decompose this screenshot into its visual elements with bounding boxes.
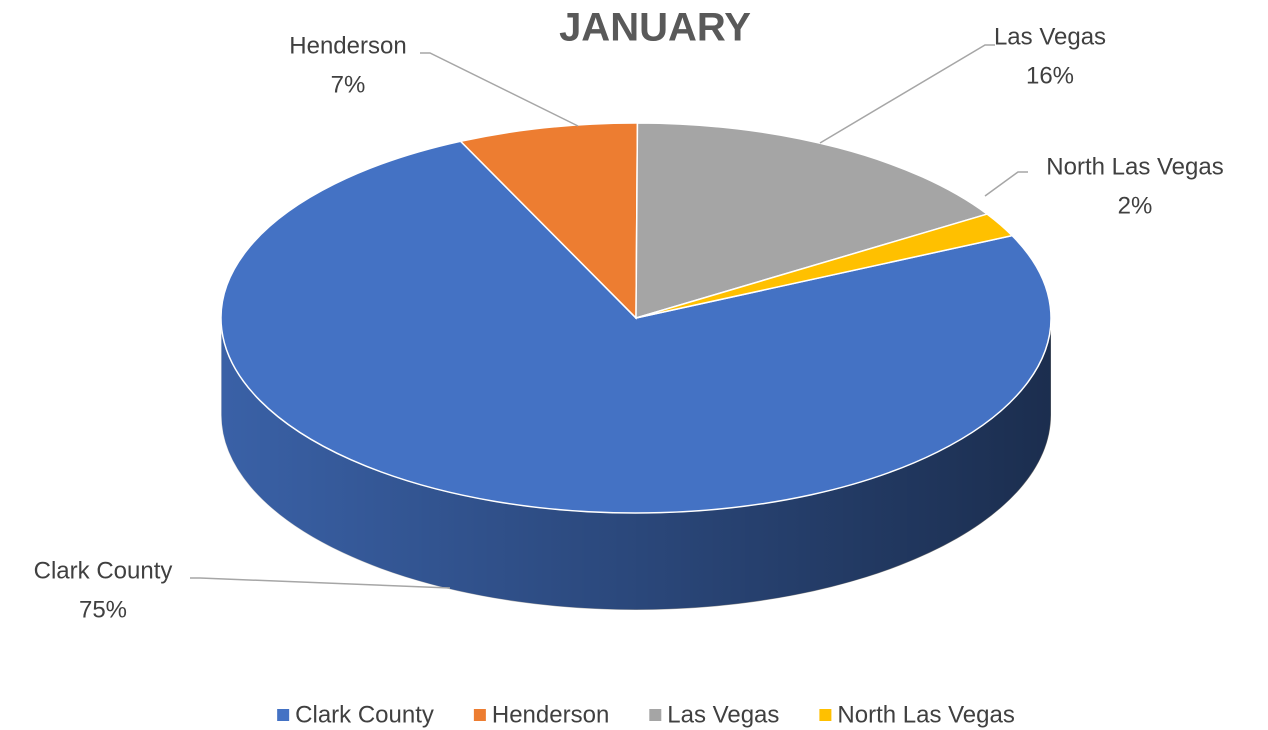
- data-label-value: 7%: [331, 71, 366, 98]
- data-label-name: North Las Vegas: [1046, 153, 1223, 180]
- data-label-value: 16%: [1026, 62, 1074, 89]
- leader-line: [420, 52, 579, 127]
- legend-label: Las Vegas: [667, 701, 779, 728]
- slice: [220, 140, 1052, 514]
- legend-label: Clark County: [295, 701, 434, 728]
- leader-line: [984, 171, 1028, 197]
- slice: [635, 213, 1014, 319]
- data-label-name: Henderson: [289, 32, 406, 59]
- slice-side-shade: [221, 318, 1051, 610]
- slice: [459, 122, 639, 320]
- legend-swatch: [277, 709, 290, 721]
- slice: [635, 122, 989, 320]
- legend-label: Henderson: [492, 701, 609, 728]
- chart-title: JANUARY: [559, 6, 751, 50]
- data-label-name: Clark County: [34, 557, 173, 584]
- legend-label: North Las Vegas: [837, 701, 1014, 728]
- data-label-name: Las Vegas: [994, 23, 1106, 50]
- legend-swatch: [649, 709, 662, 721]
- legend-swatch: [819, 709, 832, 721]
- leader-line: [190, 577, 451, 589]
- leader-line: [819, 44, 995, 144]
- legend-swatch: [473, 709, 486, 721]
- data-label-value: 2%: [1118, 192, 1153, 219]
- data-label-value: 75%: [79, 596, 127, 623]
